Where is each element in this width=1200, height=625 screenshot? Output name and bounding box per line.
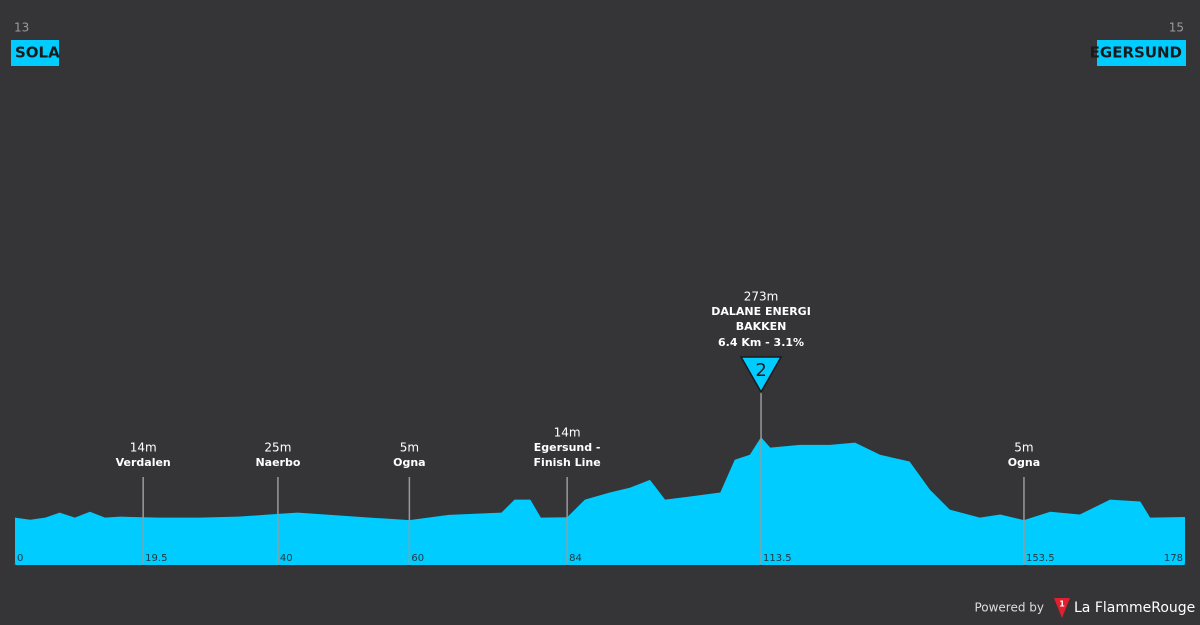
marker-name: Ogna [1008,456,1040,469]
logo-icon [1054,598,1070,618]
marker-elevation: 5m [1014,441,1033,455]
marker-name: Finish Line [534,456,601,469]
finish-badge [1097,40,1186,66]
climb-detail: 6.4 Km - 3.1% [718,336,804,349]
marker-name: Verdalen [116,456,171,469]
x-tick-label: 60 [411,553,424,564]
start-badge [11,40,59,66]
logo-number: 1 [1059,600,1065,609]
finish-elevation: 15 [1169,21,1184,35]
marker-elevation: 14m [554,426,581,440]
x-tick-label: 178 [1164,553,1183,564]
climb-category: 2 [755,360,766,381]
climb-name: BAKKEN [736,320,787,333]
x-tick-label: 113.5 [763,553,792,564]
marker-name: Naerbo [255,456,300,469]
x-tick-label: 84 [569,553,582,564]
footer-brand: La FlammeRouge [1074,600,1195,616]
marker-elevation: 5m [400,441,419,455]
climb-name: DALANE ENERGI [711,305,811,318]
marker-name: Egersund - [534,441,601,454]
x-tick-label: 0 [17,553,23,564]
footer-powered: Powered by [974,601,1044,615]
marker-name: Ogna [393,456,425,469]
start-name: SOLA [15,44,60,62]
x-tick-label: 19.5 [145,553,167,564]
start-elevation: 13 [14,21,29,35]
finish-name: EGERSUND [1090,44,1182,62]
marker-elevation: 25m [264,441,291,455]
x-tick-label: 153.5 [1026,553,1055,564]
marker-elevation: 14m [130,441,157,455]
elevation-area [15,437,1185,565]
x-tick-label: 40 [280,553,293,564]
climb-elevation: 273m [744,290,779,304]
climb-icon [739,356,783,394]
